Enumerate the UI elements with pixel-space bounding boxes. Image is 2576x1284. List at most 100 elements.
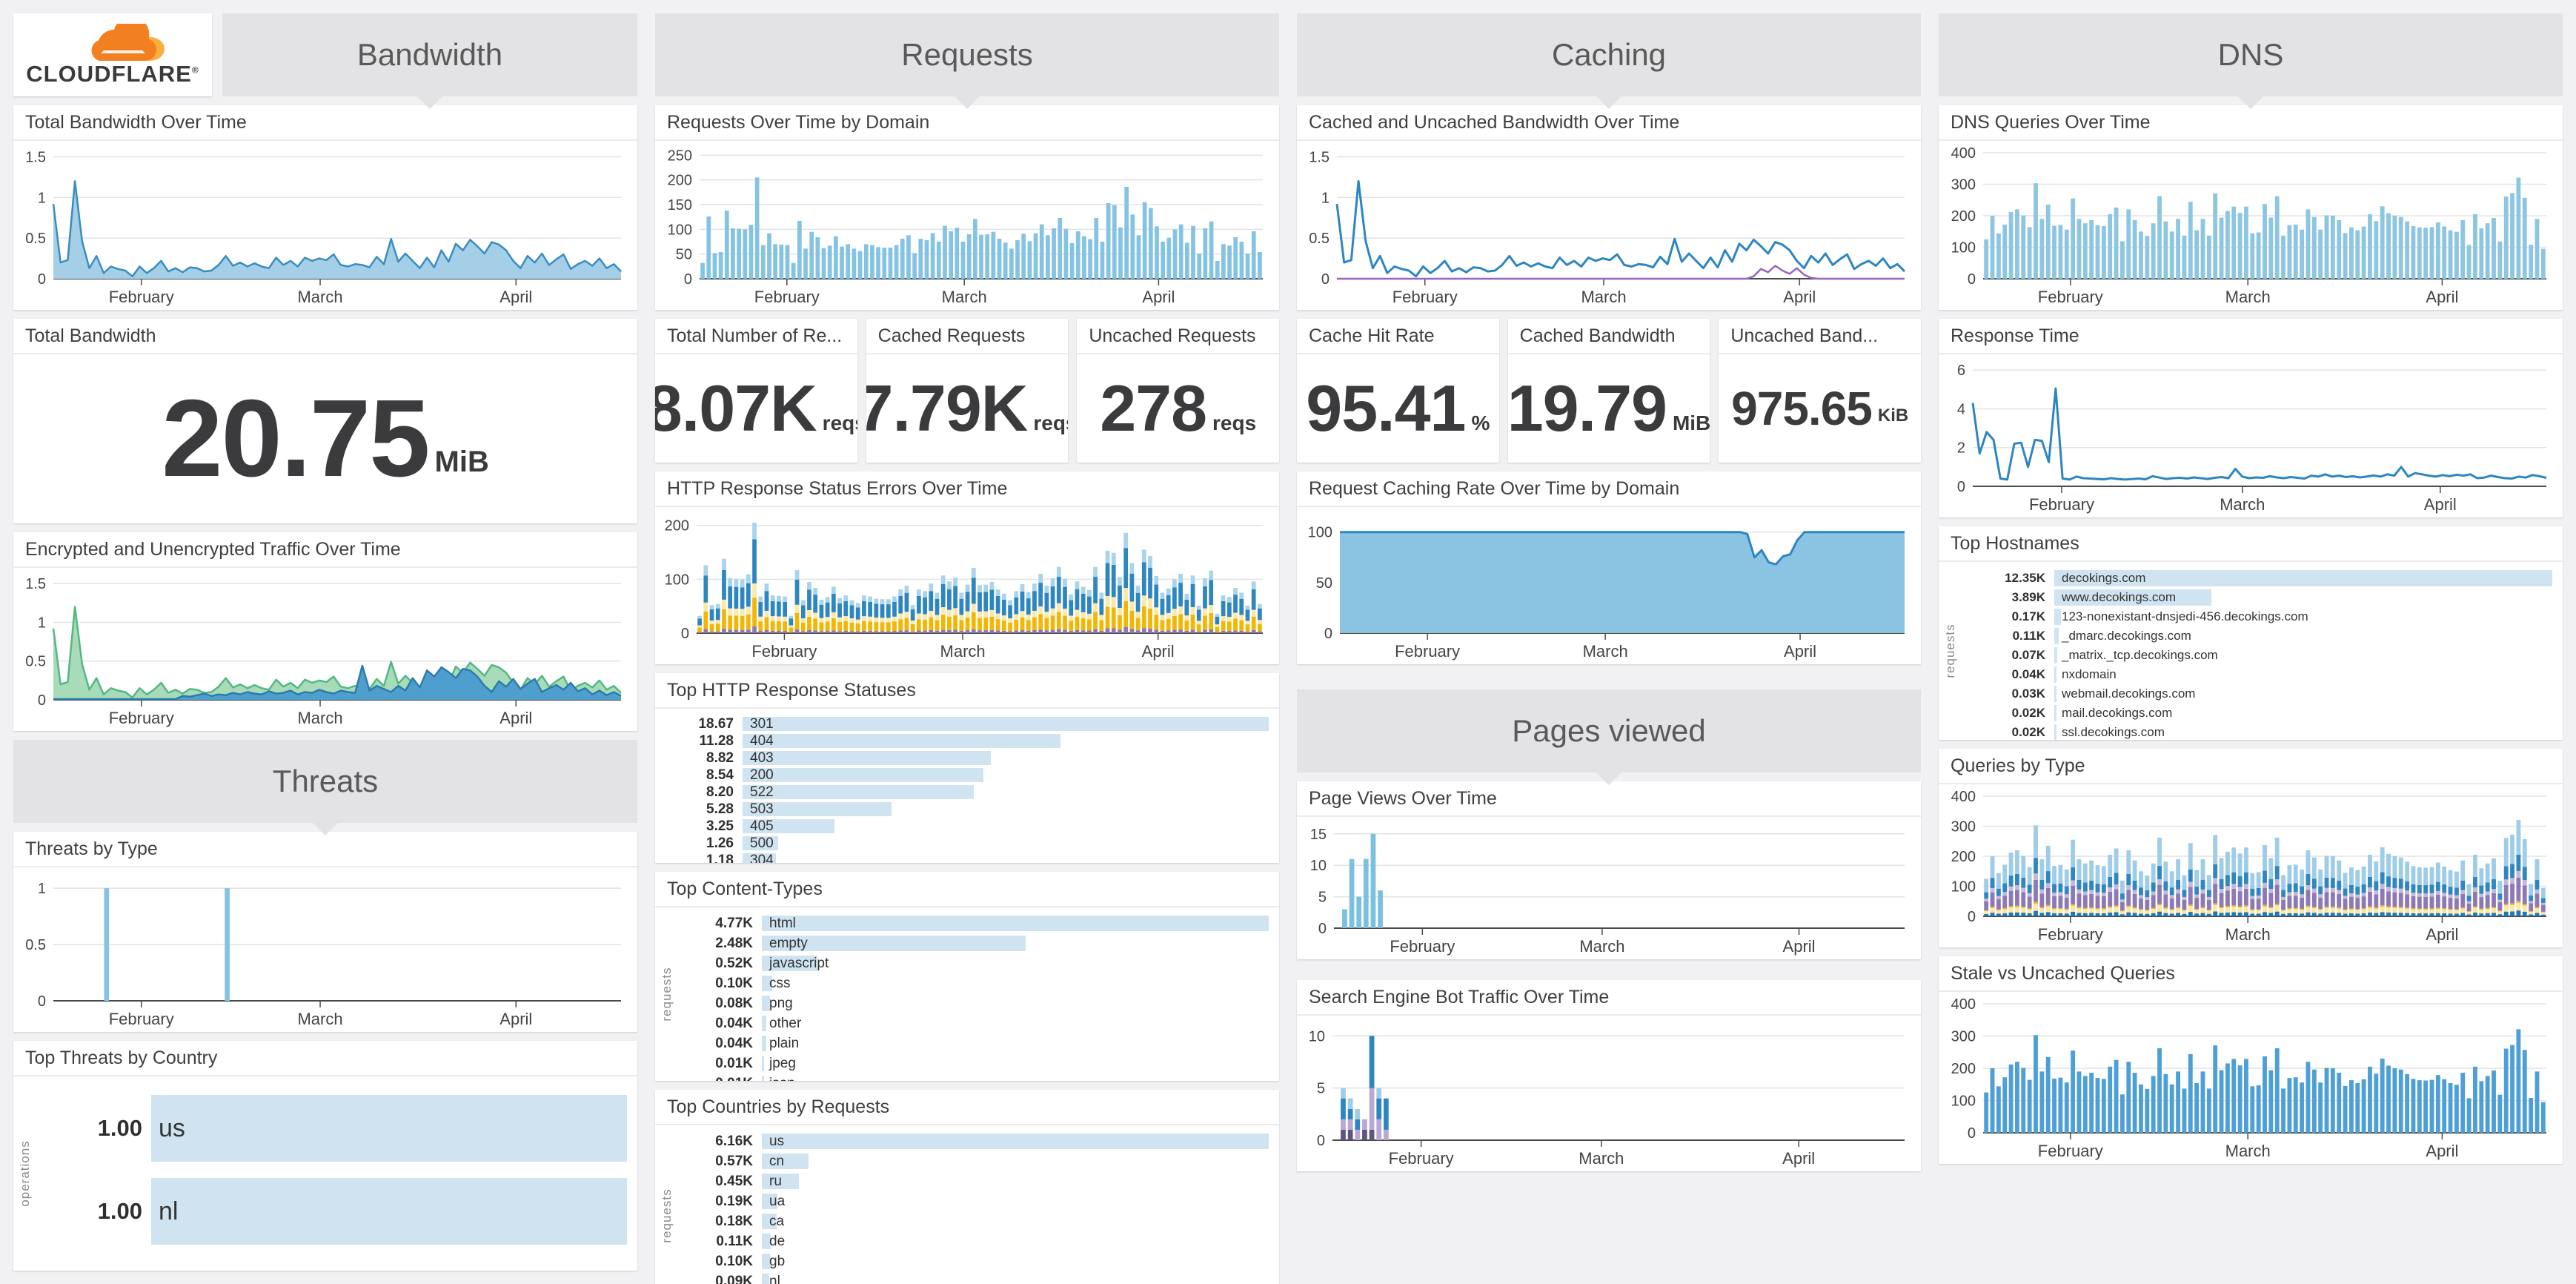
queries-by-type-stacked-chart[interactable]: 0 100 200 300 400 February March April <box>1942 789 2557 944</box>
hbar-value: 0.04K <box>2011 667 2045 681</box>
hbar-fill <box>151 1095 627 1162</box>
svg-text:15: 15 <box>1310 827 1327 843</box>
hbar-row[interactable]: 0.07K _matrix._tcp.decokings.com <box>1965 646 2552 664</box>
hbar-row[interactable]: 0.57K cn <box>682 1153 1269 1170</box>
panel-bot-traffic: Search Engine Bot Traffic Over Time 0 5 10… <box>1297 980 1921 1171</box>
hbar-row[interactable]: 6.16K us <box>682 1133 1269 1150</box>
hbar-label: html <box>769 915 796 931</box>
svg-text:April: April <box>2426 288 2458 306</box>
hbar-row[interactable]: 12.35K decokings.com <box>1965 569 2552 587</box>
hbar-value: 2.48K <box>715 935 753 951</box>
response-time-line-chart[interactable]: 0 2 4 6 February March April <box>1942 359 2557 514</box>
panel-stale-uncached-queries: Stale vs Uncached Queries 0 100 200 300 400 F… <box>1939 956 2563 1164</box>
cached-uncached-line-chart[interactable]: 0 0.5 1 1.5 February March April <box>1300 145 1915 307</box>
panel-title: Uncached Band... <box>1719 319 1922 354</box>
panel-title: Cached Requests <box>866 319 1069 354</box>
hbar-row[interactable]: 1.26 500 <box>663 835 1269 851</box>
cached-bandwidth-unit: MiB <box>1672 411 1710 434</box>
hbar-row[interactable]: 0.09K nl <box>682 1273 1269 1284</box>
hbar-row[interactable]: 0.04K plain <box>682 1035 1269 1052</box>
section-header-caching: Caching <box>1297 13 1921 96</box>
hbar-row[interactable]: 2.48K empty <box>682 935 1269 952</box>
svg-text:150: 150 <box>668 197 692 214</box>
hbar-row[interactable]: 0.18K ca <box>682 1213 1269 1230</box>
hbar-row[interactable]: 8.20 522 <box>663 784 1269 800</box>
hbar-row[interactable]: 0.10K css <box>682 975 1269 992</box>
hbar-value: 1.00 <box>97 1198 142 1224</box>
total-bandwidth-area-chart[interactable]: 0 0.5 1 1.5 February March April <box>16 145 631 307</box>
svg-text:4: 4 <box>1957 401 1965 417</box>
hbar-value: 8.82 <box>706 749 734 766</box>
hbar-row[interactable]: 0.02K mail.decokings.com <box>1965 704 2552 722</box>
column-caching: Caching Cached and Uncached Bandwidth Ov… <box>1297 13 1922 1271</box>
hbar-value: 0.52K <box>715 955 753 971</box>
dns-queries-bar-chart[interactable]: 0 100 200 300 400 February March April <box>1942 145 2557 307</box>
panel-top-countries: Top Countries by Requests requests 6.16K… <box>655 1090 1279 1284</box>
panel-top-content-types: Top Content-Types requests 4.77K html 2.48… <box>655 872 1279 1081</box>
hbar-row[interactable]: 0.11K _dmarc.decokings.com <box>1965 627 2552 645</box>
hbar-label: 405 <box>750 818 774 834</box>
threats-by-type-bar-chart[interactable]: 0 0.5 1 February March April <box>16 872 631 1029</box>
top-hostnames-bars[interactable]: 12.35K decokings.com 3.89K www.decokings.co… <box>1946 569 2552 740</box>
hbar-row[interactable]: 1.18 304 <box>663 853 1269 863</box>
svg-text:February: February <box>754 288 820 306</box>
hbar-fill <box>762 1234 771 1249</box>
hbar-row[interactable]: 0.08K png <box>682 995 1269 1012</box>
stale-uncached-bar-chart[interactable]: 0 100 200 300 400 February March April <box>1942 996 2557 1161</box>
top-content-types-bars[interactable]: 4.77K html 2.48K empty 0.52K javascript 0.10K c… <box>663 915 1269 1081</box>
bot-traffic-stacked-chart[interactable]: 0 5 10 February March April <box>1300 1020 1915 1168</box>
panel-title: Cache Hit Rate <box>1297 319 1499 354</box>
hbar-label: ua <box>769 1193 786 1209</box>
top-countries-bars[interactable]: 6.16K us 0.57K cn 0.45K ru 0.19K ua 0.18K ca 0.11K… <box>663 1133 1269 1284</box>
top-threats-country-bars[interactable]: 1.00 us 1.00 nl <box>21 1084 627 1265</box>
hbar-label: www.decokings.com <box>2062 590 2177 604</box>
hbar-fill <box>743 819 834 833</box>
hbar-row[interactable]: 5.28 503 <box>663 801 1269 817</box>
hbar-row[interactable]: 8.82 403 <box>663 750 1269 766</box>
hbar-row[interactable]: 0.17K 123-nonexistant-dnsjedi-456.decokin… <box>1965 608 2552 626</box>
hbar-row[interactable]: 4.77K html <box>682 915 1269 932</box>
hbar-row[interactable]: 0.11K de <box>682 1233 1269 1250</box>
requests-bar-chart[interactable]: 0 50 100 150 200 250 February March April <box>658 145 1273 307</box>
svg-text:February: February <box>1389 1149 1454 1168</box>
hbar-row[interactable]: 3.89K www.decokings.com <box>1965 589 2552 606</box>
hbar-row[interactable]: 3.25 405 <box>663 818 1269 834</box>
hbar-row[interactable]: 0.04K nxdomain <box>1965 666 2552 684</box>
hbar-row[interactable]: 0.10K gb <box>682 1253 1269 1270</box>
svg-text:0: 0 <box>38 271 46 288</box>
svg-text:March: March <box>1583 642 1628 661</box>
hbar-row[interactable]: 0.45K ru <box>682 1173 1269 1190</box>
hbar-fill <box>762 1076 764 1081</box>
encrypted-traffic-area-chart[interactable]: 0 0.5 1 1.5 February March April <box>16 572 631 728</box>
panel-title: Threats by Type <box>13 832 637 867</box>
top-statuses-bars[interactable]: 18.67 301 11.28 404 8.82 403 8.54 200 8.20 522 5.2… <box>663 716 1269 863</box>
page-views-bar-chart[interactable]: 0 5 10 15 February March April <box>1300 821 1915 956</box>
caching-rate-area-chart[interactable]: 0 50 100 February March April <box>1300 512 1915 661</box>
hbar-row[interactable]: 0.01Kjson <box>682 1075 1269 1081</box>
svg-text:April: April <box>499 709 532 727</box>
hbar-row[interactable]: 0.02K ssl.decokings.com <box>1965 724 2552 740</box>
svg-text:0.5: 0.5 <box>25 937 46 953</box>
hbar-row[interactable]: 0.52K javascript <box>682 955 1269 972</box>
hbar-value: 4.77K <box>715 915 753 931</box>
panel-title: Top Hostnames <box>1939 526 2563 562</box>
svg-text:April: April <box>2424 495 2457 514</box>
svg-text:0: 0 <box>1317 1133 1325 1149</box>
hbar-row[interactable]: 0.19K ua <box>682 1193 1269 1210</box>
svg-text:March: March <box>297 1010 342 1028</box>
http-errors-stacked-chart[interactable]: 0 100 200 February March April <box>658 512 1273 661</box>
hbar-row[interactable]: 11.28 404 <box>663 733 1269 749</box>
hbar-row[interactable]: 0.03K webmail.decokings.com <box>1965 685 2552 703</box>
hbar-row[interactable]: 8.54 200 <box>663 767 1269 783</box>
svg-text:100: 100 <box>1308 525 1332 541</box>
hbar-row[interactable]: 1.00 us <box>40 1094 627 1162</box>
hbar-row[interactable]: 0.01K jpeg <box>682 1055 1269 1072</box>
panel-cached-uncached-bandwidth: Cached and Uncached Bandwidth Over Time … <box>1297 105 1921 310</box>
section-header-requests: Requests <box>655 13 1279 96</box>
hbar-row[interactable]: 0.04K other <box>682 1015 1269 1032</box>
hbar-row[interactable]: 18.67 301 <box>663 716 1269 732</box>
hbar-value: 0.09K <box>715 1273 753 1284</box>
column-bandwidth: CLOUDFLARE® Bandwidth Total Bandwidth Ov… <box>13 13 637 1271</box>
hbar-label: png <box>769 995 793 1011</box>
hbar-row[interactable]: 1.00 nl <box>40 1177 627 1245</box>
